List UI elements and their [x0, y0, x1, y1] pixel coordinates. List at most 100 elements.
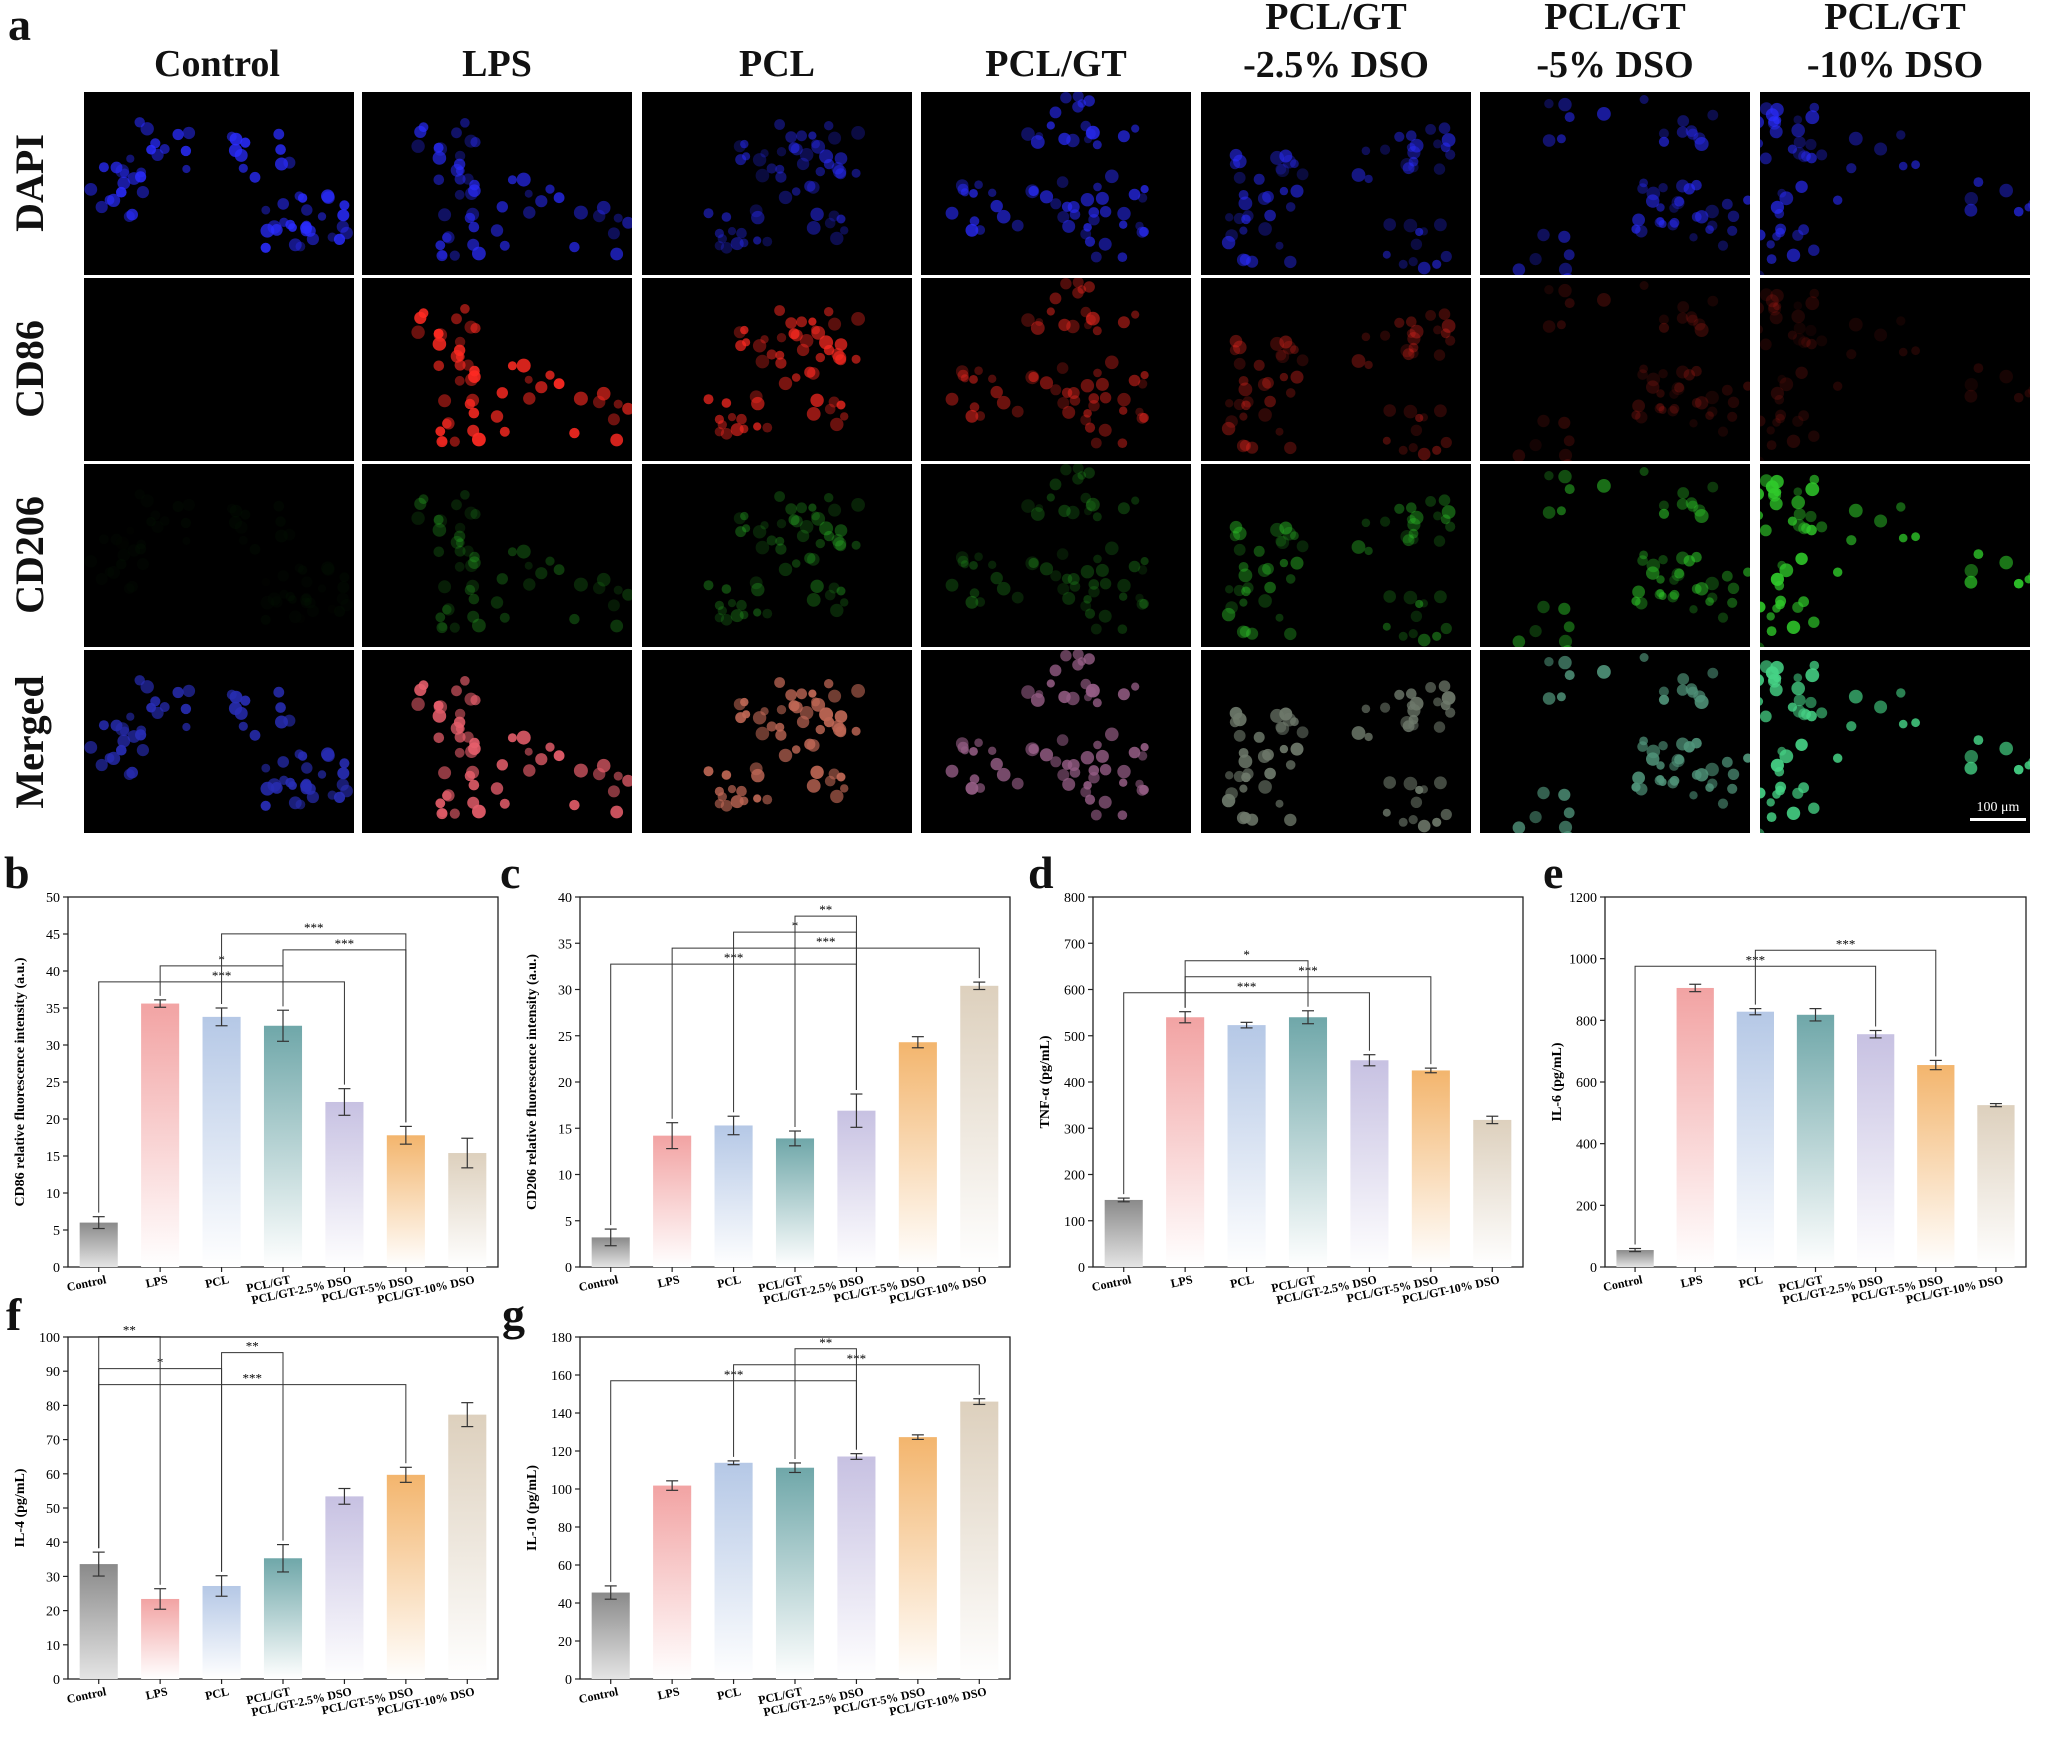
column-header-pcl: PCL	[642, 40, 912, 88]
row-label-merged: Merged	[10, 650, 50, 834]
bar-0	[1105, 1200, 1143, 1267]
column-header-pcl-gt-5: PCL/GT -5% DSO	[1480, 0, 1750, 89]
micrograph-cd206-4	[1201, 464, 1471, 647]
micrograph-cd206-5	[1480, 464, 1750, 647]
bar-0	[592, 1593, 630, 1679]
y-tick-label: 1000	[1569, 953, 1597, 968]
bar-6	[448, 1415, 486, 1679]
y-tick-label: 15	[46, 1150, 60, 1165]
x-tick-label: PCL	[1738, 1272, 1764, 1291]
bar-4	[837, 1111, 875, 1267]
micrograph-cd206-0	[84, 464, 354, 647]
row-label-cd206: CD206	[10, 463, 50, 647]
bar-2	[203, 1586, 241, 1679]
y-tick-label: 10	[558, 1169, 572, 1184]
x-tick-label: PCL	[204, 1272, 230, 1291]
y-tick-label: 80	[558, 1521, 572, 1536]
bar-2	[1228, 1025, 1266, 1267]
y-axis-label: CD206 relative fluorescence intensity (a…	[525, 954, 540, 1210]
y-axis-label: CD86 relative fluorescence intensity (a.…	[13, 957, 28, 1206]
y-tick-label: 45	[46, 928, 60, 943]
bar-3	[264, 1026, 302, 1267]
micrograph-cd86-2	[642, 278, 912, 461]
y-axis-label: IL-4 (pg/mL)	[13, 1468, 28, 1547]
bar-5	[387, 1475, 425, 1679]
x-tick-label: LPS	[656, 1684, 681, 1702]
y-tick-label: 30	[558, 984, 572, 999]
bar-6	[960, 1402, 998, 1679]
significance-label: ***	[304, 920, 324, 935]
y-tick-label: 60	[46, 1468, 60, 1483]
micrograph-cd206-6	[1760, 464, 2030, 647]
bar-4	[325, 1102, 363, 1267]
x-tick-label: Control	[1602, 1272, 1644, 1294]
y-tick-label: 100	[1064, 1215, 1085, 1230]
y-tick-label: 1200	[1569, 891, 1597, 906]
y-tick-label: 50	[46, 891, 60, 906]
y-tick-label: 120	[551, 1445, 572, 1460]
micrograph-dapi-6	[1760, 92, 2030, 275]
significance-label: *	[1243, 947, 1250, 962]
y-tick-label: 20	[558, 1076, 572, 1091]
micrograph-cd206-1	[362, 464, 632, 647]
y-tick-label: 0	[53, 1673, 60, 1688]
bar-2	[1737, 1012, 1774, 1267]
bar-4	[1350, 1060, 1388, 1267]
bar-5	[387, 1135, 425, 1267]
y-tick-label: 200	[1064, 1169, 1085, 1184]
micrograph-merged-5	[1480, 650, 1750, 833]
micrograph-dapi-2	[642, 92, 912, 275]
bar-2	[715, 1463, 753, 1679]
y-tick-label: 20	[558, 1635, 572, 1650]
bar-1	[1166, 1017, 1204, 1267]
y-tick-label: 200	[1576, 1199, 1597, 1214]
bar-4	[837, 1457, 875, 1679]
bar-4	[1857, 1034, 1894, 1267]
significance-label: ***	[1237, 979, 1257, 994]
micrograph-merged-2	[642, 650, 912, 833]
y-axis-label: IL-6 (pg/mL)	[1550, 1042, 1565, 1121]
micrograph-dapi-4	[1201, 92, 1471, 275]
micrograph-cd206-2	[642, 464, 912, 647]
x-tick-label: LPS	[144, 1272, 169, 1290]
y-tick-label: 5	[53, 1224, 60, 1239]
y-tick-label: 40	[46, 1536, 60, 1551]
bar-1	[1677, 988, 1714, 1267]
y-tick-label: 400	[1576, 1138, 1597, 1153]
x-tick-label: Control	[66, 1272, 108, 1294]
bar-3	[776, 1468, 814, 1679]
bar-2	[715, 1125, 753, 1267]
bar-0	[80, 1223, 118, 1267]
column-header-pcl-gt-10: PCL/GT -10% DSO	[1760, 0, 2030, 89]
bar-6	[1977, 1105, 2014, 1267]
significance-label: ***	[816, 934, 836, 949]
micrograph-merged-1	[362, 650, 632, 833]
y-tick-label: 30	[46, 1039, 60, 1054]
x-tick-label: LPS	[656, 1272, 681, 1290]
panel-letter-a: a	[8, 2, 31, 48]
x-tick-label: LPS	[1169, 1272, 1194, 1290]
micrograph-cd86-4	[1201, 278, 1471, 461]
significance-label: ***	[335, 936, 355, 951]
y-tick-label: 30	[46, 1570, 60, 1585]
bar-6	[960, 986, 998, 1267]
micrograph-dapi-5	[1480, 92, 1750, 275]
y-tick-label: 0	[1590, 1261, 1597, 1276]
y-tick-label: 35	[558, 937, 572, 952]
y-tick-label: 40	[558, 1597, 572, 1612]
y-tick-label: 50	[46, 1502, 60, 1517]
significance-bracket: **	[99, 1325, 160, 1585]
x-tick-label: PCL	[716, 1684, 742, 1703]
y-tick-label: 160	[551, 1369, 572, 1384]
y-tick-label: 70	[46, 1434, 60, 1449]
y-tick-label: 10	[46, 1187, 60, 1202]
bar-3	[776, 1138, 814, 1267]
scale-bar: 100 μm	[1970, 800, 2026, 821]
micrograph-cd86-1	[362, 278, 632, 461]
bar-0	[1616, 1250, 1653, 1267]
x-tick-label: Control	[66, 1684, 108, 1706]
